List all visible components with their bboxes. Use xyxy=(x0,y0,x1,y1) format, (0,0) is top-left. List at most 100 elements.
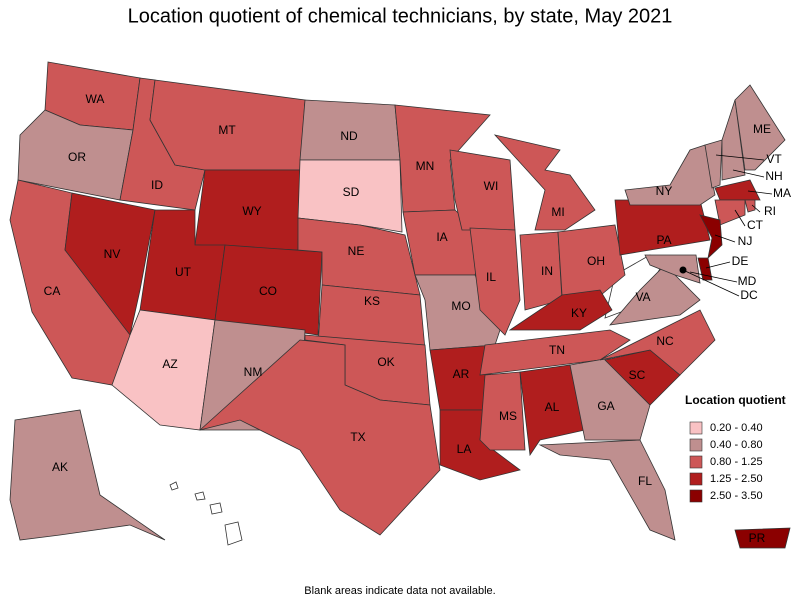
leader-line xyxy=(732,169,765,178)
state-label: AL xyxy=(545,400,560,414)
state-label: OR xyxy=(68,150,86,164)
state xyxy=(704,139,723,189)
state-label: DE xyxy=(732,254,749,268)
state xyxy=(599,309,716,376)
state xyxy=(557,224,626,301)
state-label: WI xyxy=(484,179,499,193)
state xyxy=(714,179,761,201)
state-label: ME xyxy=(753,122,771,136)
map-title: Location quotient of chemical technician… xyxy=(128,5,673,27)
state xyxy=(697,257,713,281)
state-label: RI xyxy=(764,204,776,218)
legend-swatch xyxy=(689,455,703,469)
state-label: KS xyxy=(364,294,380,308)
state-label: OH xyxy=(587,254,605,268)
state-label: IA xyxy=(436,230,447,244)
states xyxy=(9,61,791,549)
state xyxy=(199,339,441,536)
legend-swatch xyxy=(689,489,703,503)
state-label: MS xyxy=(499,409,517,423)
state-label: CT xyxy=(747,218,764,232)
state-label: ND xyxy=(340,129,358,143)
state-label: MO xyxy=(451,299,470,313)
state-label: CA xyxy=(44,284,61,298)
island-blank xyxy=(169,481,179,491)
state-label: TN xyxy=(549,343,565,357)
state xyxy=(721,99,746,181)
state xyxy=(519,364,586,457)
state-label: GA xyxy=(597,399,614,413)
state xyxy=(493,134,596,231)
state-label: NC xyxy=(656,334,674,348)
state xyxy=(744,199,756,213)
state xyxy=(449,149,516,231)
island-blank xyxy=(224,521,243,546)
state-label: LA xyxy=(457,442,472,456)
legend: Location quotient 0.20 - 0.40 0.40 - 0.80… xyxy=(685,393,786,503)
legend-swatch xyxy=(689,472,703,486)
state-label: WY xyxy=(242,204,261,218)
legend-label: 0.80 - 1.25 xyxy=(710,456,763,468)
state-label: SD xyxy=(343,185,360,199)
state xyxy=(734,84,786,171)
leader-line xyxy=(689,271,738,283)
island-blank xyxy=(209,502,223,515)
leader-line xyxy=(714,234,736,243)
state-label: AR xyxy=(453,367,470,381)
state xyxy=(508,289,613,331)
state xyxy=(538,439,676,541)
state xyxy=(479,371,526,451)
state-label: VT xyxy=(766,152,782,166)
state xyxy=(734,527,791,549)
state-label: IN xyxy=(541,264,553,278)
state-label: WA xyxy=(86,92,105,106)
state-label: MA xyxy=(773,186,791,200)
legend-title: Location quotient xyxy=(685,393,786,407)
leader-line xyxy=(705,261,731,269)
state-label: NY xyxy=(656,184,673,198)
state-label: NJ xyxy=(738,234,753,248)
state-label: MN xyxy=(416,159,435,173)
state-label: OK xyxy=(377,355,394,369)
state-label: MT xyxy=(218,123,236,137)
leader-line xyxy=(734,209,746,227)
leader-line xyxy=(751,204,761,213)
state-label: KY xyxy=(571,306,587,320)
legend-swatch xyxy=(689,438,703,452)
state-label: SC xyxy=(629,368,646,382)
legend-label: 0.40 - 0.80 xyxy=(710,439,763,451)
state-label: VA xyxy=(635,290,650,304)
state xyxy=(479,329,631,376)
state-label: NH xyxy=(765,169,782,183)
note: Blank areas indicate data not available. xyxy=(304,585,495,597)
state-label: AZ xyxy=(162,357,177,371)
state xyxy=(609,264,701,326)
state-label: TX xyxy=(350,430,365,444)
state xyxy=(699,214,723,260)
state xyxy=(9,409,166,541)
state-label: NE xyxy=(348,244,365,258)
state xyxy=(644,254,701,284)
state xyxy=(469,227,521,336)
state-label: IL xyxy=(486,270,496,284)
leader-line xyxy=(715,154,765,161)
state-label: MD xyxy=(738,274,757,288)
island-blank xyxy=(194,491,206,501)
legend-label: 0.20 - 0.40 xyxy=(710,422,763,434)
state-label: PA xyxy=(656,233,671,247)
state-label: AK xyxy=(52,460,68,474)
state-label: DC xyxy=(740,288,758,302)
state xyxy=(714,199,746,226)
legend-label: 2.50 - 3.50 xyxy=(710,490,763,502)
legend-swatch xyxy=(689,421,703,435)
state xyxy=(64,192,156,336)
state-label: UT xyxy=(175,265,192,279)
state-label: NM xyxy=(244,365,263,379)
state xyxy=(214,244,323,336)
state-label: MI xyxy=(551,205,564,219)
leader-line xyxy=(682,269,740,297)
state-label: CO xyxy=(259,284,277,298)
state xyxy=(297,159,403,233)
state-label: ID xyxy=(151,178,163,192)
